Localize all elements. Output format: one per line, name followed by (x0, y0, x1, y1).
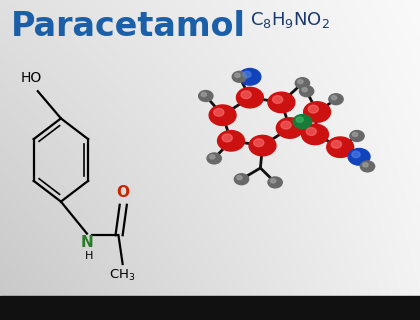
Text: H: H (85, 251, 93, 261)
Circle shape (210, 155, 215, 159)
Circle shape (268, 177, 282, 188)
Circle shape (222, 134, 232, 142)
Circle shape (360, 161, 375, 172)
Circle shape (295, 78, 310, 89)
Circle shape (329, 94, 343, 105)
Circle shape (199, 91, 213, 101)
Circle shape (239, 68, 261, 85)
Circle shape (209, 105, 236, 125)
Text: Paracetamol: Paracetamol (10, 10, 245, 43)
Circle shape (254, 139, 264, 147)
Text: N: N (81, 235, 93, 250)
Circle shape (293, 115, 312, 129)
Bar (0, 296, 420, 320)
Circle shape (327, 137, 354, 157)
Circle shape (243, 71, 251, 78)
Circle shape (302, 124, 328, 145)
Text: O: O (116, 185, 129, 200)
Circle shape (363, 163, 368, 167)
Circle shape (308, 105, 318, 113)
Circle shape (234, 174, 249, 185)
Circle shape (296, 117, 303, 122)
Circle shape (270, 179, 276, 183)
Circle shape (276, 118, 303, 138)
Text: HO: HO (21, 71, 42, 85)
Circle shape (348, 148, 370, 165)
Text: alamy - 2GPFMYA: alamy - 2GPFMYA (165, 303, 255, 313)
Circle shape (273, 96, 283, 103)
Circle shape (298, 80, 303, 84)
Circle shape (235, 73, 240, 77)
Circle shape (352, 132, 358, 137)
Circle shape (352, 151, 360, 158)
Circle shape (241, 91, 251, 99)
Circle shape (218, 131, 244, 151)
Circle shape (207, 153, 221, 164)
Circle shape (304, 102, 331, 122)
Circle shape (268, 92, 295, 113)
Circle shape (299, 86, 314, 97)
Circle shape (331, 96, 337, 100)
Circle shape (331, 140, 341, 148)
Circle shape (237, 176, 242, 180)
Circle shape (306, 128, 316, 135)
Circle shape (249, 135, 276, 156)
Circle shape (302, 88, 307, 92)
Circle shape (232, 71, 247, 82)
Circle shape (350, 131, 364, 141)
Circle shape (201, 92, 207, 97)
Text: $\mathsf{C_8H_9NO_2}$: $\mathsf{C_8H_9NO_2}$ (250, 10, 330, 30)
Circle shape (236, 87, 263, 108)
Text: CH$_3$: CH$_3$ (109, 268, 136, 283)
Circle shape (214, 108, 224, 116)
Circle shape (281, 121, 291, 129)
